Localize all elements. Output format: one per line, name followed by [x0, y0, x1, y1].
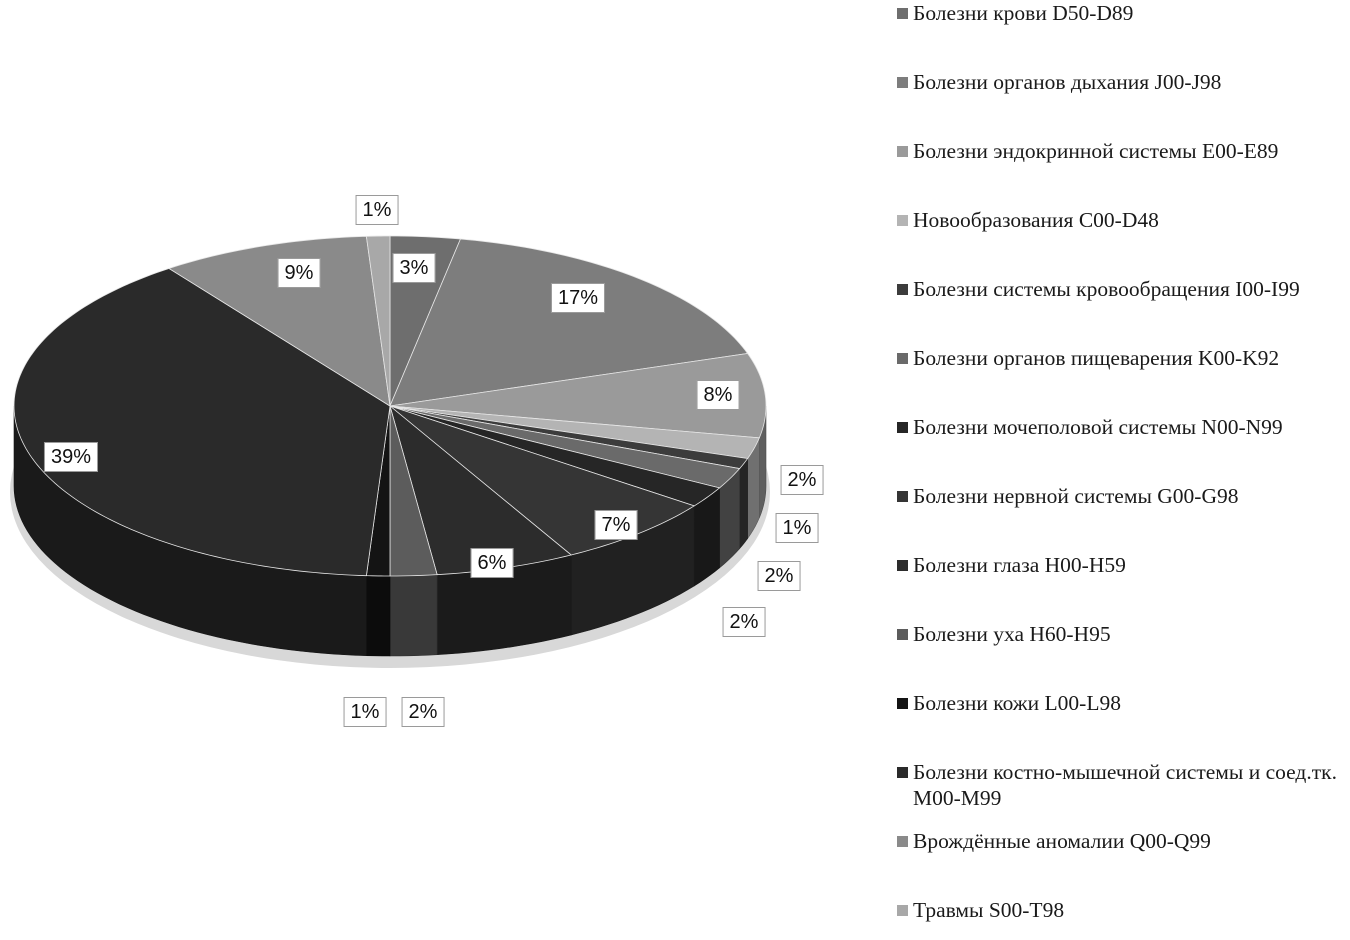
data-label-11: 39% [43, 442, 99, 472]
legend-swatch [897, 215, 908, 226]
legend-swatch [897, 284, 908, 295]
data-label-4: 1% [775, 513, 819, 543]
legend-swatch [897, 560, 908, 571]
legend-swatch [897, 422, 908, 433]
legend-label: Болезни кожи L00-L98 [913, 691, 1121, 715]
legend-item: Болезни системы кровообращения I00-I99 [895, 276, 1345, 302]
legend-swatch [897, 698, 908, 709]
legend-item: Болезни костно-мышечной системы и соед.т… [895, 759, 1345, 811]
legend-item: Болезни органов дыхания J00-J98 [895, 69, 1345, 95]
data-label-10: 1% [343, 697, 387, 727]
legend-item: Болезни органов пищеварения K00-K92 [895, 345, 1345, 371]
legend-item: Болезни уха H60-H95 [895, 621, 1345, 647]
legend-item: Болезни нервной системы G00-G98 [895, 483, 1345, 509]
data-label-5: 2% [757, 561, 801, 591]
legend-label: Болезни глаза H00-H59 [913, 553, 1126, 577]
legend-item: Болезни крови D50-D89 [895, 0, 1345, 26]
legend-swatch [897, 353, 908, 364]
data-label-3: 2% [780, 465, 824, 495]
legend-item: Новообразования C00-D48 [895, 207, 1345, 233]
data-label-9: 2% [401, 697, 445, 727]
pie-chart: 3% 17% 8% 2% 1% 2% 2% 7% 6% 2% 1% 39% 9% 1% [10, 195, 824, 727]
legend-item: Болезни кожи L00-L98 [895, 690, 1345, 716]
legend-label: Болезни мочеполовой системы N00-N99 [913, 415, 1283, 439]
legend-label: Болезни уха H60-H95 [913, 622, 1111, 646]
legend-swatch [897, 836, 908, 847]
legend-label: Болезни костно-мышечной системы и соед.т… [913, 760, 1337, 810]
data-label-6: 2% [722, 607, 766, 637]
pie-side-4 [739, 457, 748, 550]
pie-side-9 [389, 574, 438, 657]
legend-swatch [897, 629, 908, 640]
legend-swatch [897, 146, 908, 157]
pie-chart-svg [10, 235, 770, 668]
data-label-8: 6% [470, 548, 514, 578]
data-label-0: 3% [392, 253, 436, 283]
pie-slice-5 [389, 405, 741, 489]
legend-label: Болезни эндокринной системы E00-E89 [913, 139, 1279, 163]
pie-slice-13 [365, 235, 391, 407]
legend-swatch [897, 77, 908, 88]
legend-swatch [897, 8, 908, 19]
pie-side-10 [366, 575, 391, 657]
legend-label: Болезни органов дыхания J00-J98 [913, 70, 1222, 94]
legend-swatch [897, 491, 908, 502]
legend-item: Болезни мочеполовой системы N00-N99 [895, 414, 1345, 440]
pie-slice-2 [389, 353, 767, 439]
pie-slice-1 [389, 238, 749, 407]
legend-item: Врождённые аномалии Q00-Q99 [895, 828, 1345, 854]
data-label-7: 7% [594, 510, 638, 540]
legend-label: Болезни нервной системы G00-G98 [913, 484, 1239, 508]
pie-slice-3 [389, 405, 760, 459]
legend-label: Новообразования C00-D48 [913, 208, 1159, 232]
pie-slice-12 [168, 235, 391, 407]
legend-swatch [897, 767, 908, 778]
legend-label: Травмы S00-T98 [913, 898, 1065, 922]
data-label-12: 9% [277, 258, 321, 288]
legend-label: Болезни органов пищеварения K00-K92 [913, 346, 1280, 370]
pie-slice-6 [389, 405, 721, 507]
legend-label: Болезни крови D50-D89 [913, 1, 1134, 25]
legend-swatch [897, 905, 908, 916]
data-label-13: 1% [355, 195, 399, 225]
legend-label: Врождённые аномалии Q00-Q99 [913, 829, 1211, 853]
pie-slice-9 [389, 405, 438, 577]
data-label-1: 17% [550, 283, 606, 313]
legend-item: Болезни глаза H00-H59 [895, 552, 1345, 578]
pie-slice-11 [13, 268, 391, 577]
legend-item: Болезни эндокринной системы E00-E89 [895, 138, 1345, 164]
legend-label: Болезни системы кровообращения I00-I99 [913, 277, 1300, 301]
data-label-2: 8% [696, 380, 740, 410]
legend-item: Травмы S00-T98 [895, 897, 1345, 923]
